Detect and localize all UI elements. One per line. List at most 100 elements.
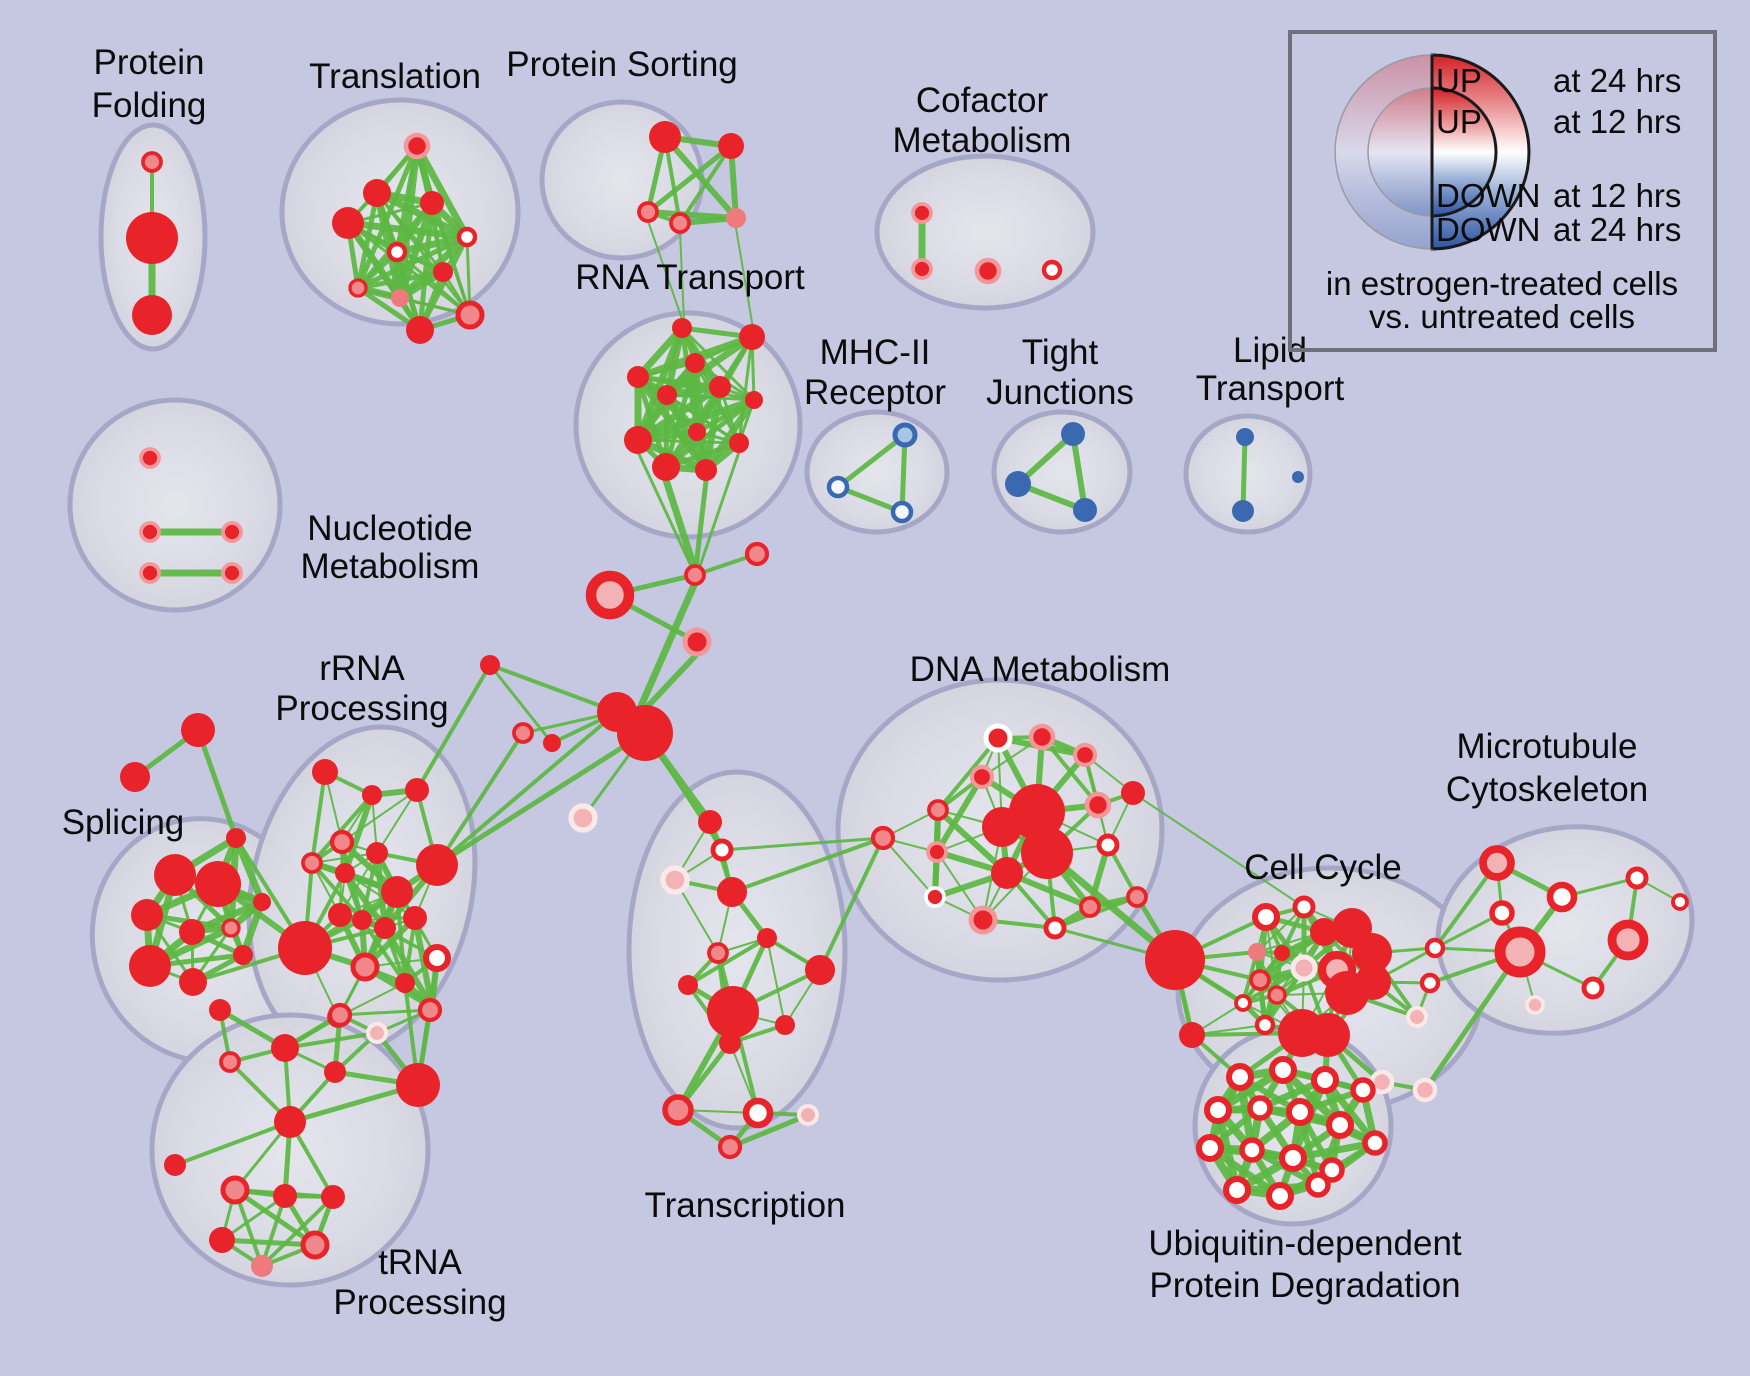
edge (355, 234, 470, 291)
legend-direction: UP (1436, 62, 1482, 99)
edge (662, 134, 739, 221)
node (974, 257, 1002, 285)
node (775, 1015, 795, 1035)
legend: UP at 24 hrs UP at 12 hrs DOWN at 12 hrs DOWN a… (1288, 30, 1717, 352)
node (1306, 1013, 1350, 1057)
node (709, 376, 731, 398)
edge (219, 1237, 318, 1248)
node (1310, 918, 1338, 946)
edge (339, 852, 378, 916)
node (278, 921, 332, 975)
node (685, 353, 705, 373)
node (911, 202, 933, 224)
node (729, 433, 749, 453)
node (543, 734, 561, 752)
node (1249, 969, 1271, 991)
edge (702, 396, 758, 474)
node (273, 1184, 297, 1208)
node (652, 453, 680, 481)
node (221, 918, 241, 938)
cluster-label-protein-folding: Protein Folding (92, 43, 207, 125)
node (395, 973, 415, 993)
edge (644, 651, 700, 710)
cluster-label-cofactor-metabolism: Cofactor Metabolism (893, 81, 1072, 160)
node (1203, 1095, 1233, 1125)
edge (936, 736, 1000, 812)
edge (232, 1187, 318, 1248)
edge (634, 324, 686, 444)
nodes (120, 121, 1689, 1277)
node (1290, 954, 1318, 982)
edge (435, 731, 525, 867)
node (718, 133, 744, 159)
node (219, 1051, 241, 1073)
node (226, 828, 246, 848)
edge (634, 396, 758, 444)
node (707, 986, 759, 1038)
node (233, 945, 253, 965)
node (1028, 723, 1056, 751)
edge (413, 142, 471, 241)
node (1096, 833, 1120, 857)
node (1274, 945, 1290, 961)
edge (637, 579, 699, 710)
node (796, 1103, 820, 1127)
node (688, 423, 706, 441)
cluster-protein-sorting (539, 99, 705, 261)
edge (412, 915, 435, 1010)
node (717, 1134, 743, 1160)
edge (665, 393, 756, 402)
cluster-label-ubiquitin-degradation: Ubiquitin-dependent Protein Degradation (1148, 1224, 1462, 1305)
node (927, 799, 949, 821)
legend-donut-left (1430, 86, 1498, 218)
node (1607, 919, 1649, 961)
node (1267, 985, 1287, 1005)
legend-box (1288, 30, 1717, 352)
edge (835, 484, 905, 515)
node (164, 1154, 186, 1176)
edge (737, 335, 754, 445)
cluster-nucleotide-metabolism (67, 397, 283, 613)
cluster-label-microtubule-cytoskeleton: Microtubule Cytoskeleton (1446, 727, 1648, 809)
edge (355, 269, 446, 291)
node (1043, 916, 1067, 940)
node (710, 838, 734, 862)
node (1239, 1137, 1265, 1163)
node (365, 1021, 389, 1045)
node (1412, 1077, 1438, 1103)
edge (766, 937, 786, 1026)
legend-time: at 12 hrs (1553, 103, 1681, 140)
node (1265, 1181, 1295, 1211)
node (221, 521, 243, 543)
node (826, 475, 850, 499)
node (274, 1106, 306, 1138)
edge (934, 774, 985, 855)
edge (435, 710, 619, 867)
node (195, 861, 241, 907)
node (695, 459, 717, 481)
node (253, 893, 271, 911)
node (221, 562, 243, 584)
node (406, 316, 434, 344)
legend-time: at 24 hrs (1553, 62, 1681, 99)
edge (341, 789, 418, 843)
node (328, 903, 352, 927)
node (1479, 845, 1515, 881)
node (456, 226, 478, 248)
node (300, 1230, 330, 1260)
edge (693, 478, 709, 570)
node (179, 919, 205, 945)
node (129, 945, 171, 987)
edge (376, 789, 418, 854)
edge (899, 432, 908, 515)
cluster-label-dna-metabolism: DNA Metabolism (910, 650, 1171, 689)
node (890, 500, 914, 524)
edge (735, 227, 754, 329)
node (1225, 1062, 1255, 1092)
node (1310, 1065, 1340, 1095)
cluster-label-nucleotide-metabolism: Nucleotide Metabolism (301, 509, 480, 586)
legend-direction: DOWN (1436, 211, 1540, 248)
node (1494, 926, 1546, 978)
edge (698, 450, 741, 568)
node (1073, 498, 1097, 522)
